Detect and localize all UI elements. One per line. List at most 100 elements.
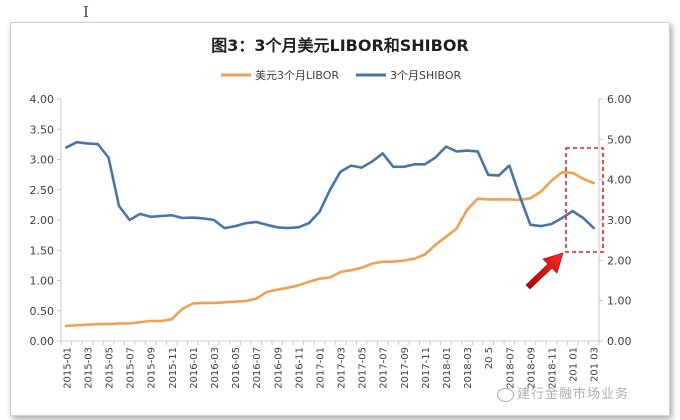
data-point-shibor [466,149,468,152]
data-point-libor [65,325,68,327]
data-point-libor [434,243,437,246]
data-point-libor [445,236,447,238]
data-point-shibor [160,215,163,217]
data-point-shibor [445,145,447,148]
data-point-shibor [107,156,110,159]
text-cursor-icon: I [83,3,89,21]
data-point-shibor [223,227,226,230]
data-point-libor [455,227,458,230]
data-point-libor [149,320,152,322]
x-tick-label: 2016-11 [294,347,305,389]
x-tick-label: 2017-03 [337,347,348,389]
data-point-libor [360,266,363,269]
data-point-libor [487,198,490,201]
data-point-shibor [434,156,437,159]
x-tick-label: 2016-09 [273,347,284,389]
data-point-shibor [308,222,310,225]
data-point-shibor [97,143,99,146]
data-point-shibor [276,226,279,229]
x-tick-label: 2016-03 [210,347,221,389]
y-left-tick-label: 1.50 [30,244,55,257]
data-point-shibor [497,174,500,177]
legend-label-shibor: 3个月SHIBOR [390,69,462,82]
data-point-shibor [255,221,258,223]
data-point-shibor [265,223,268,226]
data-point-shibor [571,210,574,213]
data-point-libor [402,259,405,262]
data-point-libor [213,302,215,304]
data-point-shibor [65,146,68,149]
x-tick-label: 2018-01 [442,347,453,389]
x-tick-label: 2016-05 [231,347,242,389]
data-point-libor [371,262,374,265]
x-tick-label: 2017-07 [379,347,390,389]
data-point-libor [466,208,468,211]
data-point-shibor [561,217,563,219]
chart-frame: 图3：3个月美元LIBOR和SHIBOR 美元3个月LIBOR 3个月SHIBO… [10,22,670,416]
data-point-libor [255,297,258,300]
chart-svg: 图3：3个月美元LIBOR和SHIBOR 美元3个月LIBOR 3个月SHIBO… [30,36,632,389]
y-right-tick-label: 4.00 [607,174,632,187]
x-tick-label: 2017-01 [315,347,326,389]
series-line-libor [64,170,596,328]
red-arrow-icon [525,252,564,290]
x-tick-label: 2015-03 [83,347,94,389]
y-left-tick-label: 0.50 [30,305,55,318]
data-point-shibor [128,219,131,221]
data-point-libor [202,302,205,304]
data-point-shibor [181,217,184,219]
data-point-libor [497,198,500,201]
data-point-shibor [540,225,542,228]
data-point-shibor [118,205,120,207]
data-point-libor [265,291,268,293]
wechat-icon [497,387,514,402]
x-tick-label: 201 01 [569,347,580,382]
y-left-tick-label: 1.00 [30,275,55,288]
x-tick-label: 201 03 [590,347,601,382]
y-right-tick-label: 6.00 [607,93,632,106]
data-point-libor [529,197,532,200]
data-point-libor [118,322,120,325]
data-point-shibor [508,164,511,167]
data-point-shibor [360,166,363,169]
data-point-shibor [213,219,215,221]
x-tick-label: 2015-05 [104,347,115,389]
data-point-libor [582,178,585,180]
data-point-libor [413,257,416,260]
data-point-shibor [139,213,142,215]
y-right-tick-label: 2.00 [607,254,632,267]
data-point-shibor [297,226,300,229]
data-point-shibor [149,215,152,218]
data-point-shibor [371,160,374,163]
data-point-libor [234,300,237,303]
data-point-shibor [592,227,595,230]
data-point-libor [424,253,426,256]
data-point-libor [75,324,78,327]
y-right-tick-label: 3.00 [607,214,632,227]
y-left-tick-label: 2.00 [30,214,55,227]
data-point-libor [476,197,479,200]
data-point-shibor [582,217,585,219]
data-point-libor [139,321,142,324]
plot-area [64,140,596,328]
x-tick-label: 2015-11 [168,347,179,389]
data-point-libor [276,288,279,291]
data-point-shibor [392,165,395,168]
data-point-libor [561,171,563,174]
y-right-tick-label: 0.00 [607,335,632,348]
data-point-libor [128,322,131,325]
x-tick-label: 2018-03 [463,347,474,389]
data-point-shibor [350,164,352,167]
legend-label-libor: 美元3个月LIBOR [255,69,339,82]
x-tick-label: 2018-07 [505,347,516,389]
data-point-shibor [329,188,331,191]
data-point-libor [571,171,574,174]
data-point-libor [170,318,173,321]
data-point-libor [223,301,226,304]
data-point-libor [286,286,289,289]
chart-title: 图3：3个月美元LIBOR和SHIBOR [211,36,469,55]
data-point-libor [540,190,542,193]
data-point-libor [392,260,395,263]
data-point-libor [339,271,342,273]
data-point-shibor [487,173,490,176]
